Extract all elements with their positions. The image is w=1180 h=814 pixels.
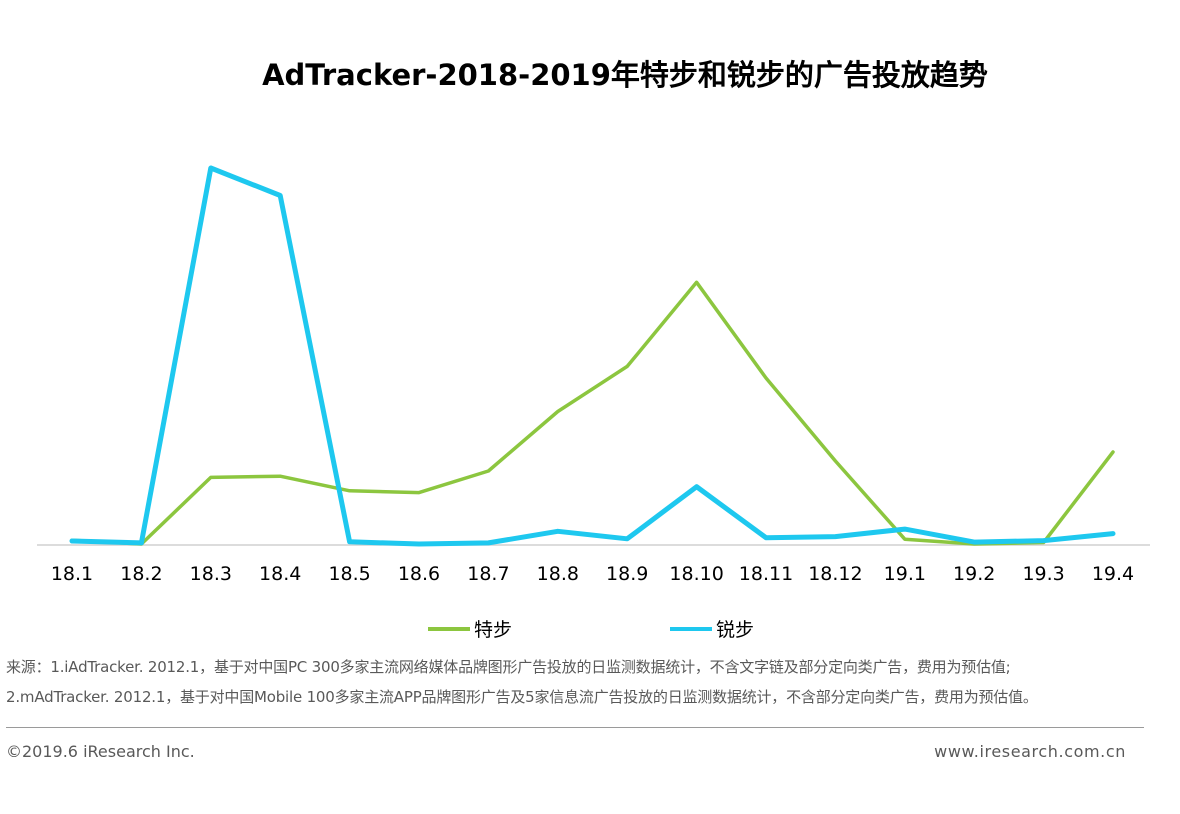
- footer-divider: [6, 727, 1144, 728]
- copyright-text: ©2019.6 iResearch Inc.: [6, 742, 195, 761]
- x-tick-label: 19.1: [884, 563, 926, 585]
- chart-title: AdTracker-2018-2019年特步和锐步的广告投放趋势: [262, 58, 988, 92]
- x-tick-label: 18.4: [259, 563, 301, 585]
- x-tick-label: 19.3: [1022, 563, 1064, 585]
- line-chart: 18.1 18.2 18.3 18.4 18.5 18.6 18.7 18.8 18.9 18.1…: [37, 165, 1150, 641]
- x-tick-label: 18.5: [328, 563, 370, 585]
- x-tick-label: 19.4: [1092, 563, 1134, 585]
- x-tick-label: 18.10: [669, 563, 723, 585]
- x-tick-label: 18.12: [808, 563, 862, 585]
- x-tick-label: 18.7: [467, 563, 509, 585]
- legend-item-tebu: 特步: [428, 619, 512, 641]
- x-tick-label: 18.1: [51, 563, 93, 585]
- legend: 特步 锐步: [428, 619, 754, 641]
- x-tick-label: 18.8: [537, 563, 579, 585]
- x-tick-label: 18.2: [120, 563, 162, 585]
- website-link[interactable]: www.iresearch.com.cn: [934, 742, 1126, 761]
- legend-item-ruibu: 锐步: [670, 619, 754, 641]
- series-layer: [69, 165, 1116, 547]
- source-note-1: 来源：1.iAdTracker. 2012.1，基于对中国PC 300多家主流网…: [6, 658, 1011, 676]
- series-line-ruibu: [69, 165, 1116, 547]
- source-note-2: 2.mAdTracker. 2012.1，基于对中国Mobile 100多家主流…: [6, 688, 1038, 706]
- series-line-tebu: [70, 280, 1115, 546]
- x-tick-label: 18.3: [190, 563, 232, 585]
- x-tick-label: 19.2: [953, 563, 995, 585]
- x-tick-label: 18.11: [739, 563, 793, 585]
- x-tick-labels: 18.1 18.2 18.3 18.4 18.5 18.6 18.7 18.8 18.9 18.1…: [51, 563, 1134, 585]
- legend-label-ruibu: 锐步: [716, 619, 754, 641]
- legend-label-tebu: 特步: [474, 619, 512, 641]
- x-tick-label: 18.6: [398, 563, 440, 585]
- x-tick-label: 18.9: [606, 563, 648, 585]
